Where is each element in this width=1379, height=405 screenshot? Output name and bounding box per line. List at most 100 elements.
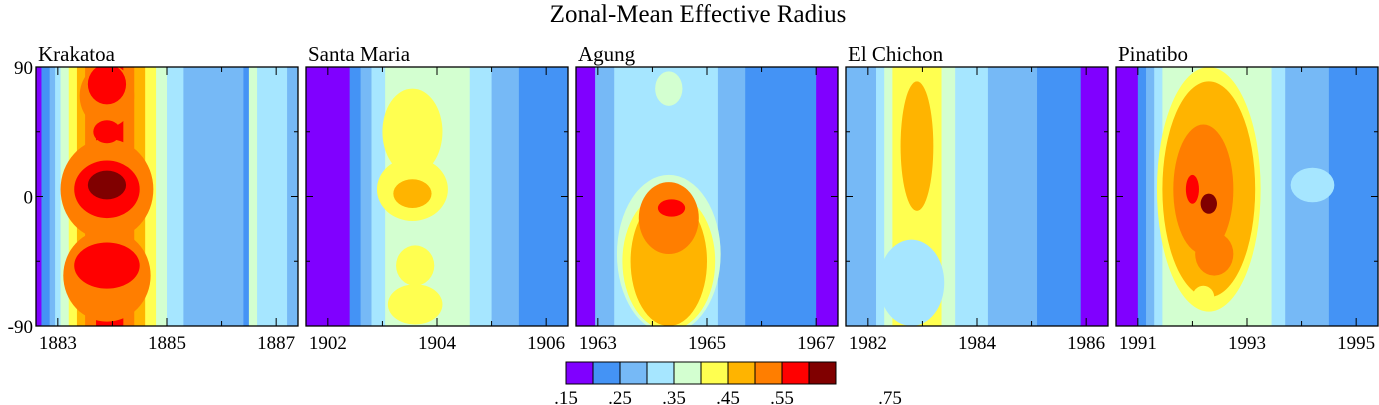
colorbar: .15 .25 .35 .45 .55 .75: [554, 361, 902, 405]
panel-plot: [576, 67, 838, 326]
contour-region: [393, 179, 432, 209]
panel-santa-maria: 1902 1904 1906 Santa Maria: [305, 42, 569, 354]
panel-title: Agung: [578, 42, 636, 66]
colorbar-swatch: [754, 361, 783, 385]
contour-band: [183, 67, 244, 326]
x-tick-label: 1995: [1337, 333, 1375, 354]
contour-region: [1185, 174, 1199, 204]
contour-band: [167, 67, 184, 326]
contour-band: [745, 67, 817, 326]
x-tick-label: 1984: [958, 333, 997, 354]
contour-region: [1290, 167, 1335, 203]
contour-band: [41, 67, 51, 326]
colorbar-label: .55: [770, 388, 794, 405]
panel-plot: [306, 67, 568, 326]
colorbar-swatch: [646, 361, 675, 385]
contour-band: [349, 67, 362, 326]
colorbar-swatch: [592, 361, 621, 385]
colorbar-swatch: [700, 361, 729, 385]
contour-band: [1116, 67, 1139, 326]
contour-band: [717, 67, 746, 326]
contour-band: [257, 67, 288, 326]
panel-plot: [36, 67, 298, 326]
x-tick-label: 1885: [148, 333, 186, 354]
contour-band: [248, 67, 258, 326]
contour-region: [1195, 232, 1234, 276]
contour-band: [49, 67, 56, 326]
x-tick-label: 1902: [309, 333, 347, 354]
contour-band: [243, 67, 250, 326]
contour-band: [55, 67, 62, 326]
x-tick-label: 1887: [257, 333, 295, 354]
panel-title: Pinatibo: [1118, 42, 1188, 66]
contour-band: [1328, 67, 1378, 326]
contour-region: [655, 71, 683, 106]
contour-region: [638, 182, 699, 255]
contour-band: [1271, 67, 1286, 326]
contour-region: [74, 242, 140, 289]
colorbar-label: .35: [662, 388, 686, 405]
contour-region: [382, 88, 443, 175]
contour-band: [576, 67, 596, 326]
y-tick-label: 0: [24, 188, 34, 209]
panel-title: Krakatoa: [38, 42, 116, 66]
contour-band: [1137, 67, 1147, 326]
colorbar-label: .45: [716, 388, 740, 405]
contour-region: [1173, 124, 1234, 255]
x-tick-label: 1965: [688, 333, 726, 354]
x-tick-label: 1986: [1067, 333, 1105, 354]
contour-band: [518, 67, 568, 326]
contour-band: [156, 67, 168, 326]
x-tick-label: 1963: [579, 333, 617, 354]
contour-region: [657, 199, 686, 217]
contour-band: [955, 67, 989, 326]
contour-band: [360, 67, 372, 326]
x-tick-label: 1967: [797, 333, 835, 354]
panel-plot: [846, 67, 1108, 326]
x-tick-label: 1883: [39, 333, 77, 354]
panel-plot: [1116, 67, 1378, 326]
colorbar-swatch: [565, 361, 594, 385]
colorbar-label: .75: [878, 388, 902, 405]
contour-band: [595, 67, 615, 326]
panel-pinatibo: 1991 1993 1995 Pinatibo: [1115, 42, 1379, 354]
contour-band: [306, 67, 351, 326]
contour-band: [491, 67, 520, 326]
colorbar-swatch: [673, 361, 702, 385]
contour-band: [816, 67, 838, 326]
x-tick-label: 1904: [418, 333, 457, 354]
contour-band: [884, 67, 893, 326]
contour-band: [987, 67, 1038, 326]
contour-region: [878, 239, 945, 326]
x-tick-label: 1982: [849, 333, 887, 354]
contour-region: [1200, 193, 1217, 214]
contour-band: [1037, 67, 1082, 326]
colorbar-label: .15: [554, 388, 578, 405]
x-tick-label: 1993: [1228, 333, 1266, 354]
contour-band: [941, 67, 956, 326]
x-tick-label: 1906: [527, 333, 565, 354]
contour-band: [876, 67, 885, 326]
contour-region: [900, 81, 934, 211]
contour-region: [396, 245, 435, 286]
colorbar-swatch: [727, 361, 756, 385]
contour-region: [387, 284, 443, 325]
contour-band: [469, 67, 493, 326]
contour-region: [87, 170, 127, 200]
contour-region: [87, 67, 127, 105]
panel-agung: 1963 1965 1967 Agung: [575, 42, 839, 354]
colorbar-swatch: [619, 361, 648, 385]
colorbar-label: .25: [608, 388, 632, 405]
contour-region: [93, 120, 121, 144]
contour-region: [1192, 285, 1215, 309]
y-tick-label: -90: [8, 317, 33, 338]
x-tick-label: 1991: [1119, 333, 1157, 354]
y-tick-label: 90: [14, 58, 33, 79]
colorbar-swatch: [781, 361, 810, 385]
contour-band: [1146, 67, 1155, 326]
panel-title: El Chichon: [848, 42, 944, 66]
chart-title: Zonal-Mean Effective Radius: [550, 1, 847, 28]
